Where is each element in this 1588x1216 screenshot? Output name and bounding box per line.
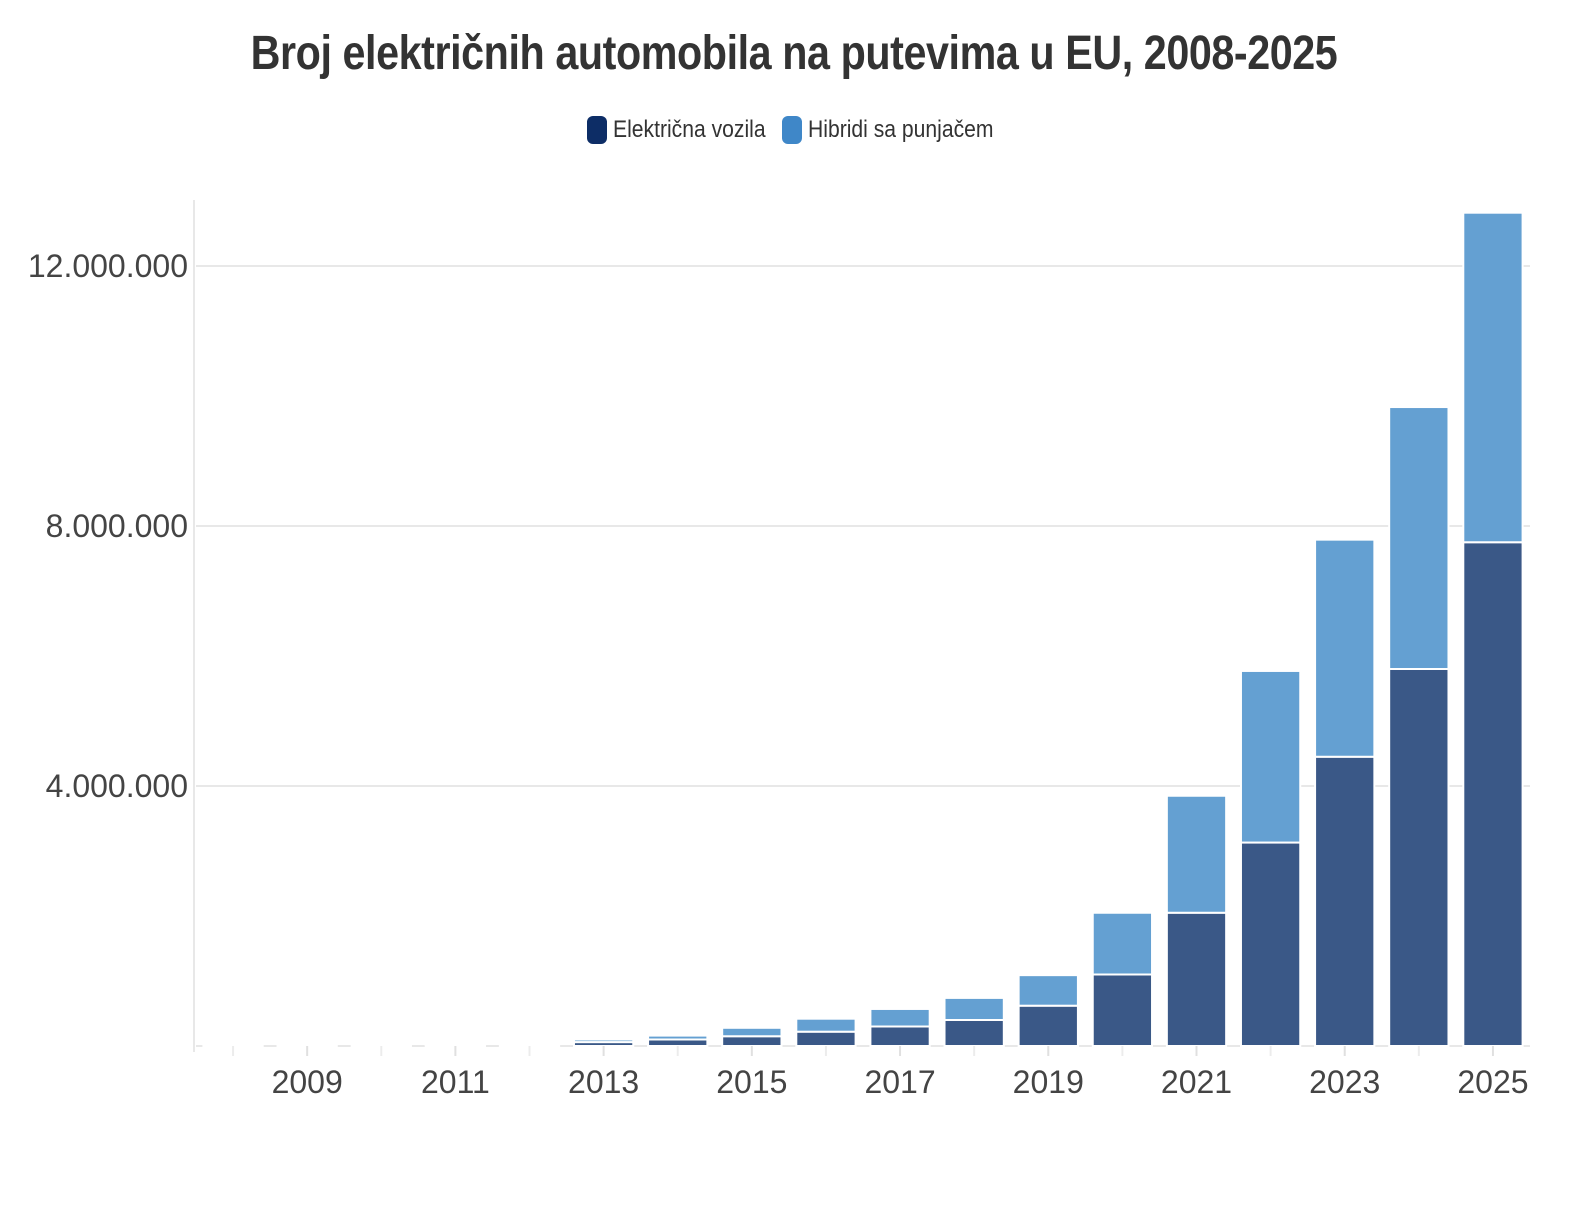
bar-hybrid-2021 — [1165, 794, 1228, 914]
bar-hybrid-2025 — [1462, 211, 1524, 544]
bar-hybrid-2017 — [869, 1007, 931, 1028]
bar-electric-2025 — [1462, 541, 1524, 1047]
x-tick-label: 2009 — [272, 1064, 343, 1100]
x-tick-label: 2019 — [1013, 1064, 1084, 1100]
x-tick-label: 2023 — [1309, 1064, 1380, 1100]
bar-hybrid-2016 — [795, 1017, 857, 1033]
bar-electric-2022 — [1239, 841, 1302, 1047]
legend-swatch-hybrid — [782, 116, 803, 144]
legend-swatch-electric — [586, 116, 607, 144]
bar-electric-2016 — [795, 1030, 857, 1047]
chart-title: Broj električnih automobila na putevima … — [250, 27, 1338, 80]
bar-hybrid-2023 — [1314, 538, 1376, 758]
bar-electric-2023 — [1314, 755, 1376, 1047]
x-tick-label: 2017 — [864, 1064, 935, 1100]
legend-label-electric: Električna vozila — [612, 116, 766, 143]
chart-legend: Električna vozila Hibridi sa punjačem — [0, 116, 1588, 144]
bar-hybrid-2014 — [647, 1034, 709, 1041]
legend-item-hybrid[interactable]: Hibridi sa punjačem — [782, 116, 1001, 144]
bar-hybrid-2020 — [1091, 911, 1154, 976]
bar-electric-2017 — [869, 1025, 931, 1047]
x-tick-label: 2013 — [568, 1064, 639, 1100]
bar-electric-2024 — [1388, 668, 1450, 1047]
x-tick-label: 2011 — [421, 1064, 490, 1100]
bar-hybrid-2024 — [1388, 406, 1450, 670]
bar-hybrid-2015 — [721, 1026, 783, 1038]
bar-electric-2008 — [202, 1043, 264, 1048]
x-tick-label: 2021 — [1161, 1064, 1232, 1100]
bar-hybrid-2022 — [1239, 669, 1302, 844]
bar-electric-2018 — [943, 1019, 1005, 1047]
y-tick-label: 12.000.000 — [28, 248, 188, 284]
bar-hybrid-2018 — [943, 996, 1005, 1022]
x-tick-label: 2015 — [716, 1064, 787, 1100]
y-tick-label: 4.000.000 — [46, 768, 188, 804]
bar-electric-2021 — [1165, 911, 1228, 1047]
bar-electric-2015 — [721, 1035, 783, 1047]
bar-hybrid-2011 — [424, 1042, 487, 1047]
bar-electric-2010 — [350, 1043, 412, 1048]
bar-hybrid-2012 — [498, 1041, 561, 1046]
bar-electric-2020 — [1091, 973, 1154, 1047]
legend-item-electric[interactable]: Električna vozila — [586, 116, 768, 144]
bar-hybrid-2019 — [1017, 974, 1079, 1007]
legend-label-hybrid: Hibridi sa punjačem — [808, 116, 994, 143]
x-tick-label: 2025 — [1457, 1064, 1528, 1100]
bar-electric-2009 — [276, 1043, 338, 1048]
bar-hybrid-2013 — [572, 1038, 635, 1044]
bar-electric-2019 — [1017, 1004, 1079, 1048]
y-tick-label: 8.000.000 — [46, 508, 188, 544]
